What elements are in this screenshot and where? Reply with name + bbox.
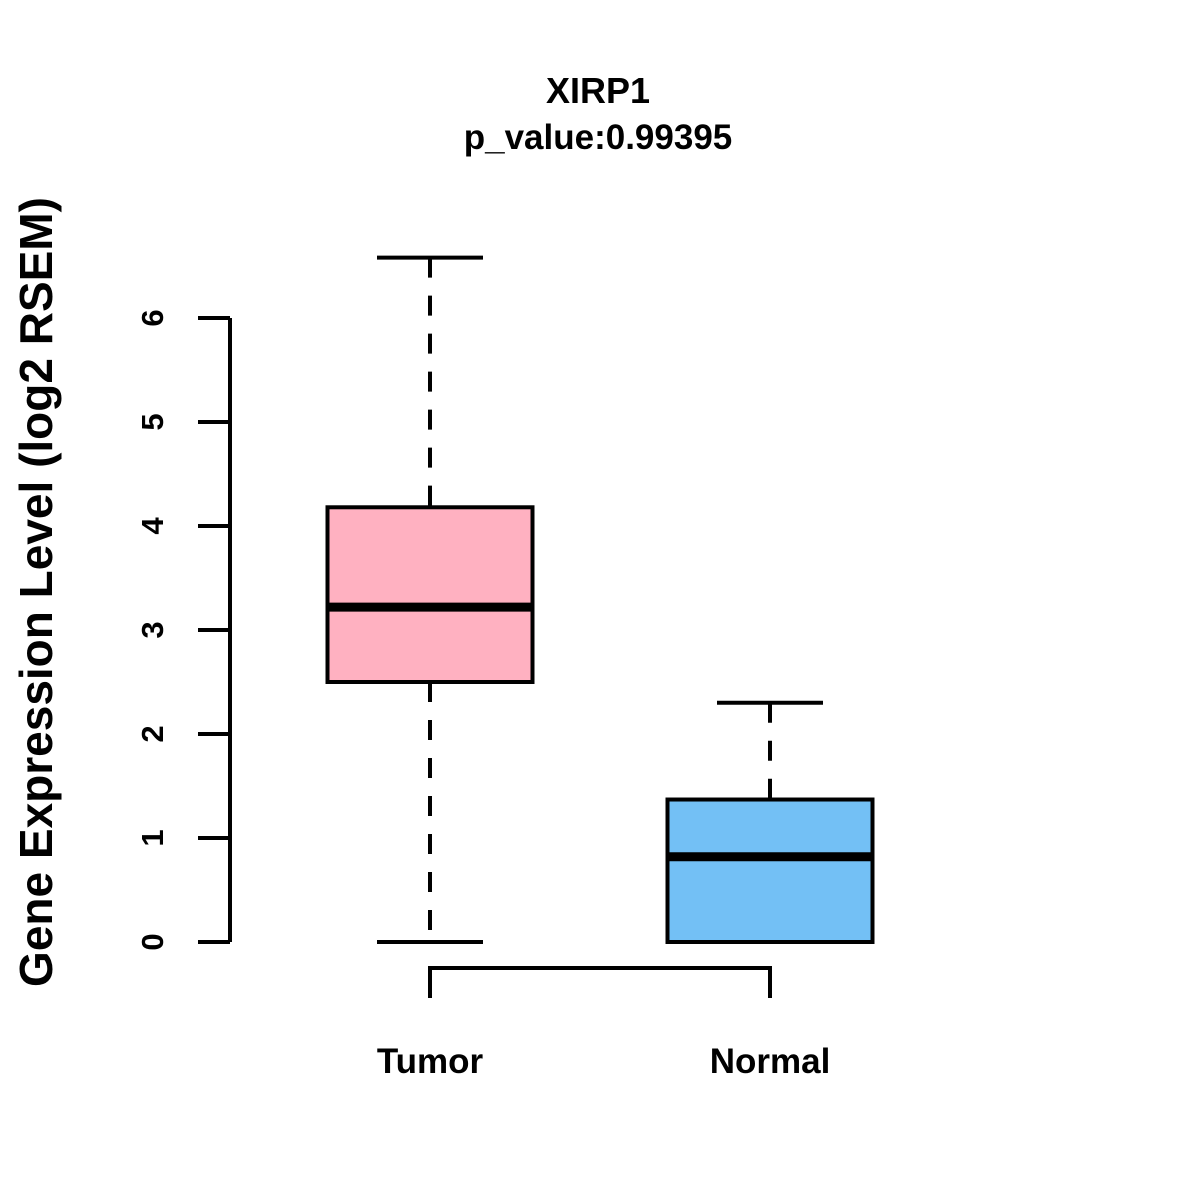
chart-title: XIRP1: [546, 70, 650, 111]
comparison-bracket: [428, 966, 772, 998]
box-tumor: [325, 505, 535, 684]
y-tick-label: 0: [135, 933, 170, 950]
y-tick-label: 5: [135, 413, 170, 430]
y-tick-label: 1: [135, 829, 170, 846]
y-tick-label: 2: [135, 725, 170, 742]
x-label-tumor: Tumor: [377, 1042, 484, 1081]
x-axis-labels: Tumor Normal: [377, 1042, 830, 1081]
y-axis: 0 1 2 3 4 5 6: [135, 309, 232, 951]
box-normal: [665, 797, 875, 945]
y-tick-label: 3: [135, 621, 170, 638]
y-tick-label: 6: [135, 309, 170, 326]
comparison-bracket-line: [428, 966, 772, 998]
boxplot-series: [325, 255, 875, 945]
chart-subtitle: p_value:0.99395: [464, 118, 733, 157]
y-axis-title: Gene Expression Level (log2 RSEM): [10, 197, 62, 987]
x-label-normal: Normal: [710, 1042, 831, 1081]
y-tick-label: 4: [135, 517, 170, 535]
